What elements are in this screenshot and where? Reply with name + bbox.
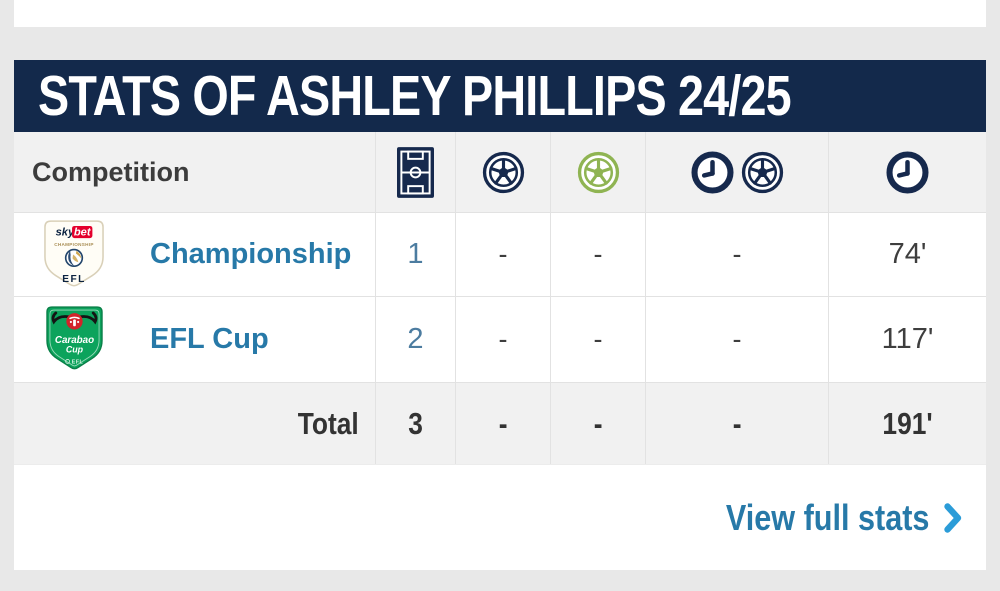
assists-value: - [593,324,603,354]
carabao-cup-badge[interactable]: Carabao Cup EFL [42,306,106,373]
column-header-minutes-played [828,132,986,212]
table-total-row: Total 3 - - - 191' [14,382,986,464]
card-title: STATS OF ASHLEY PHILLIPS 24/25 [38,63,792,128]
cup-text: Cup [65,344,83,354]
bet-text: bet [74,226,92,238]
goals-value: - [498,239,508,269]
clock-icon [886,150,929,194]
card-footer: View full stats [14,464,986,570]
minutes-played-value: 117' [881,323,934,355]
total-appearances: 3 [408,405,423,441]
sky-text: sky [56,226,75,238]
player-stats-card: STATS OF ASHLEY PHILLIPS 24/25 Competiti… [14,60,986,570]
column-header-competition: Competition [32,156,190,187]
table-row-efl-cup: Carabao Cup EFL EFL Cup 2 - - - 117' [14,296,986,382]
column-header-assists [550,132,645,212]
carabao-text: Carabao [54,335,93,346]
previous-card-edge [14,0,986,27]
total-minutes-played: 191' [882,405,933,441]
ball-icon [482,151,525,194]
competition-link-efl-cup[interactable]: EFL Cup [150,323,269,355]
table-row-championship: sky bet CHAMPIONSHIP EFL Championship 1 … [14,212,986,296]
championship-text: CHAMPIONSHIP [54,241,93,246]
card-title-bar: STATS OF ASHLEY PHILLIPS 24/25 [14,60,986,132]
ball-green-icon [577,151,620,194]
minutes-per-goal-value: - [732,324,742,354]
sky-bet-championship-badge[interactable]: sky bet CHAMPIONSHIP EFL [42,219,106,290]
appearances-value: 1 [407,238,424,270]
goals-value: - [498,324,508,354]
minutes-played-value: 74' [888,238,927,270]
ball-icon [741,151,784,194]
total-label: Total [298,405,359,441]
view-full-stats-link[interactable]: View full stats [725,496,929,538]
table-header-row: Competition [14,132,986,212]
column-header-goals [455,132,550,212]
pitch-icon [397,146,434,198]
total-goals: - [498,405,508,441]
competition-cell: sky bet CHAMPIONSHIP EFL Championship [14,213,375,296]
column-header-minutes-per-goal [645,132,828,212]
minutes-per-goal-value: - [732,239,742,269]
appearances-value: 2 [407,323,424,355]
chevron-right-icon[interactable] [944,502,962,533]
competition-cell: Carabao Cup EFL EFL Cup [14,297,375,382]
total-minutes-per-goal: - [732,405,742,441]
total-assists: - [593,405,603,441]
column-header-appearances [375,132,455,212]
clock-icon [690,150,734,194]
efl-text: EFL [71,360,83,366]
assists-value: - [593,239,603,269]
efl-text: EFL [62,274,86,285]
competition-link-championship[interactable]: Championship [150,238,352,270]
